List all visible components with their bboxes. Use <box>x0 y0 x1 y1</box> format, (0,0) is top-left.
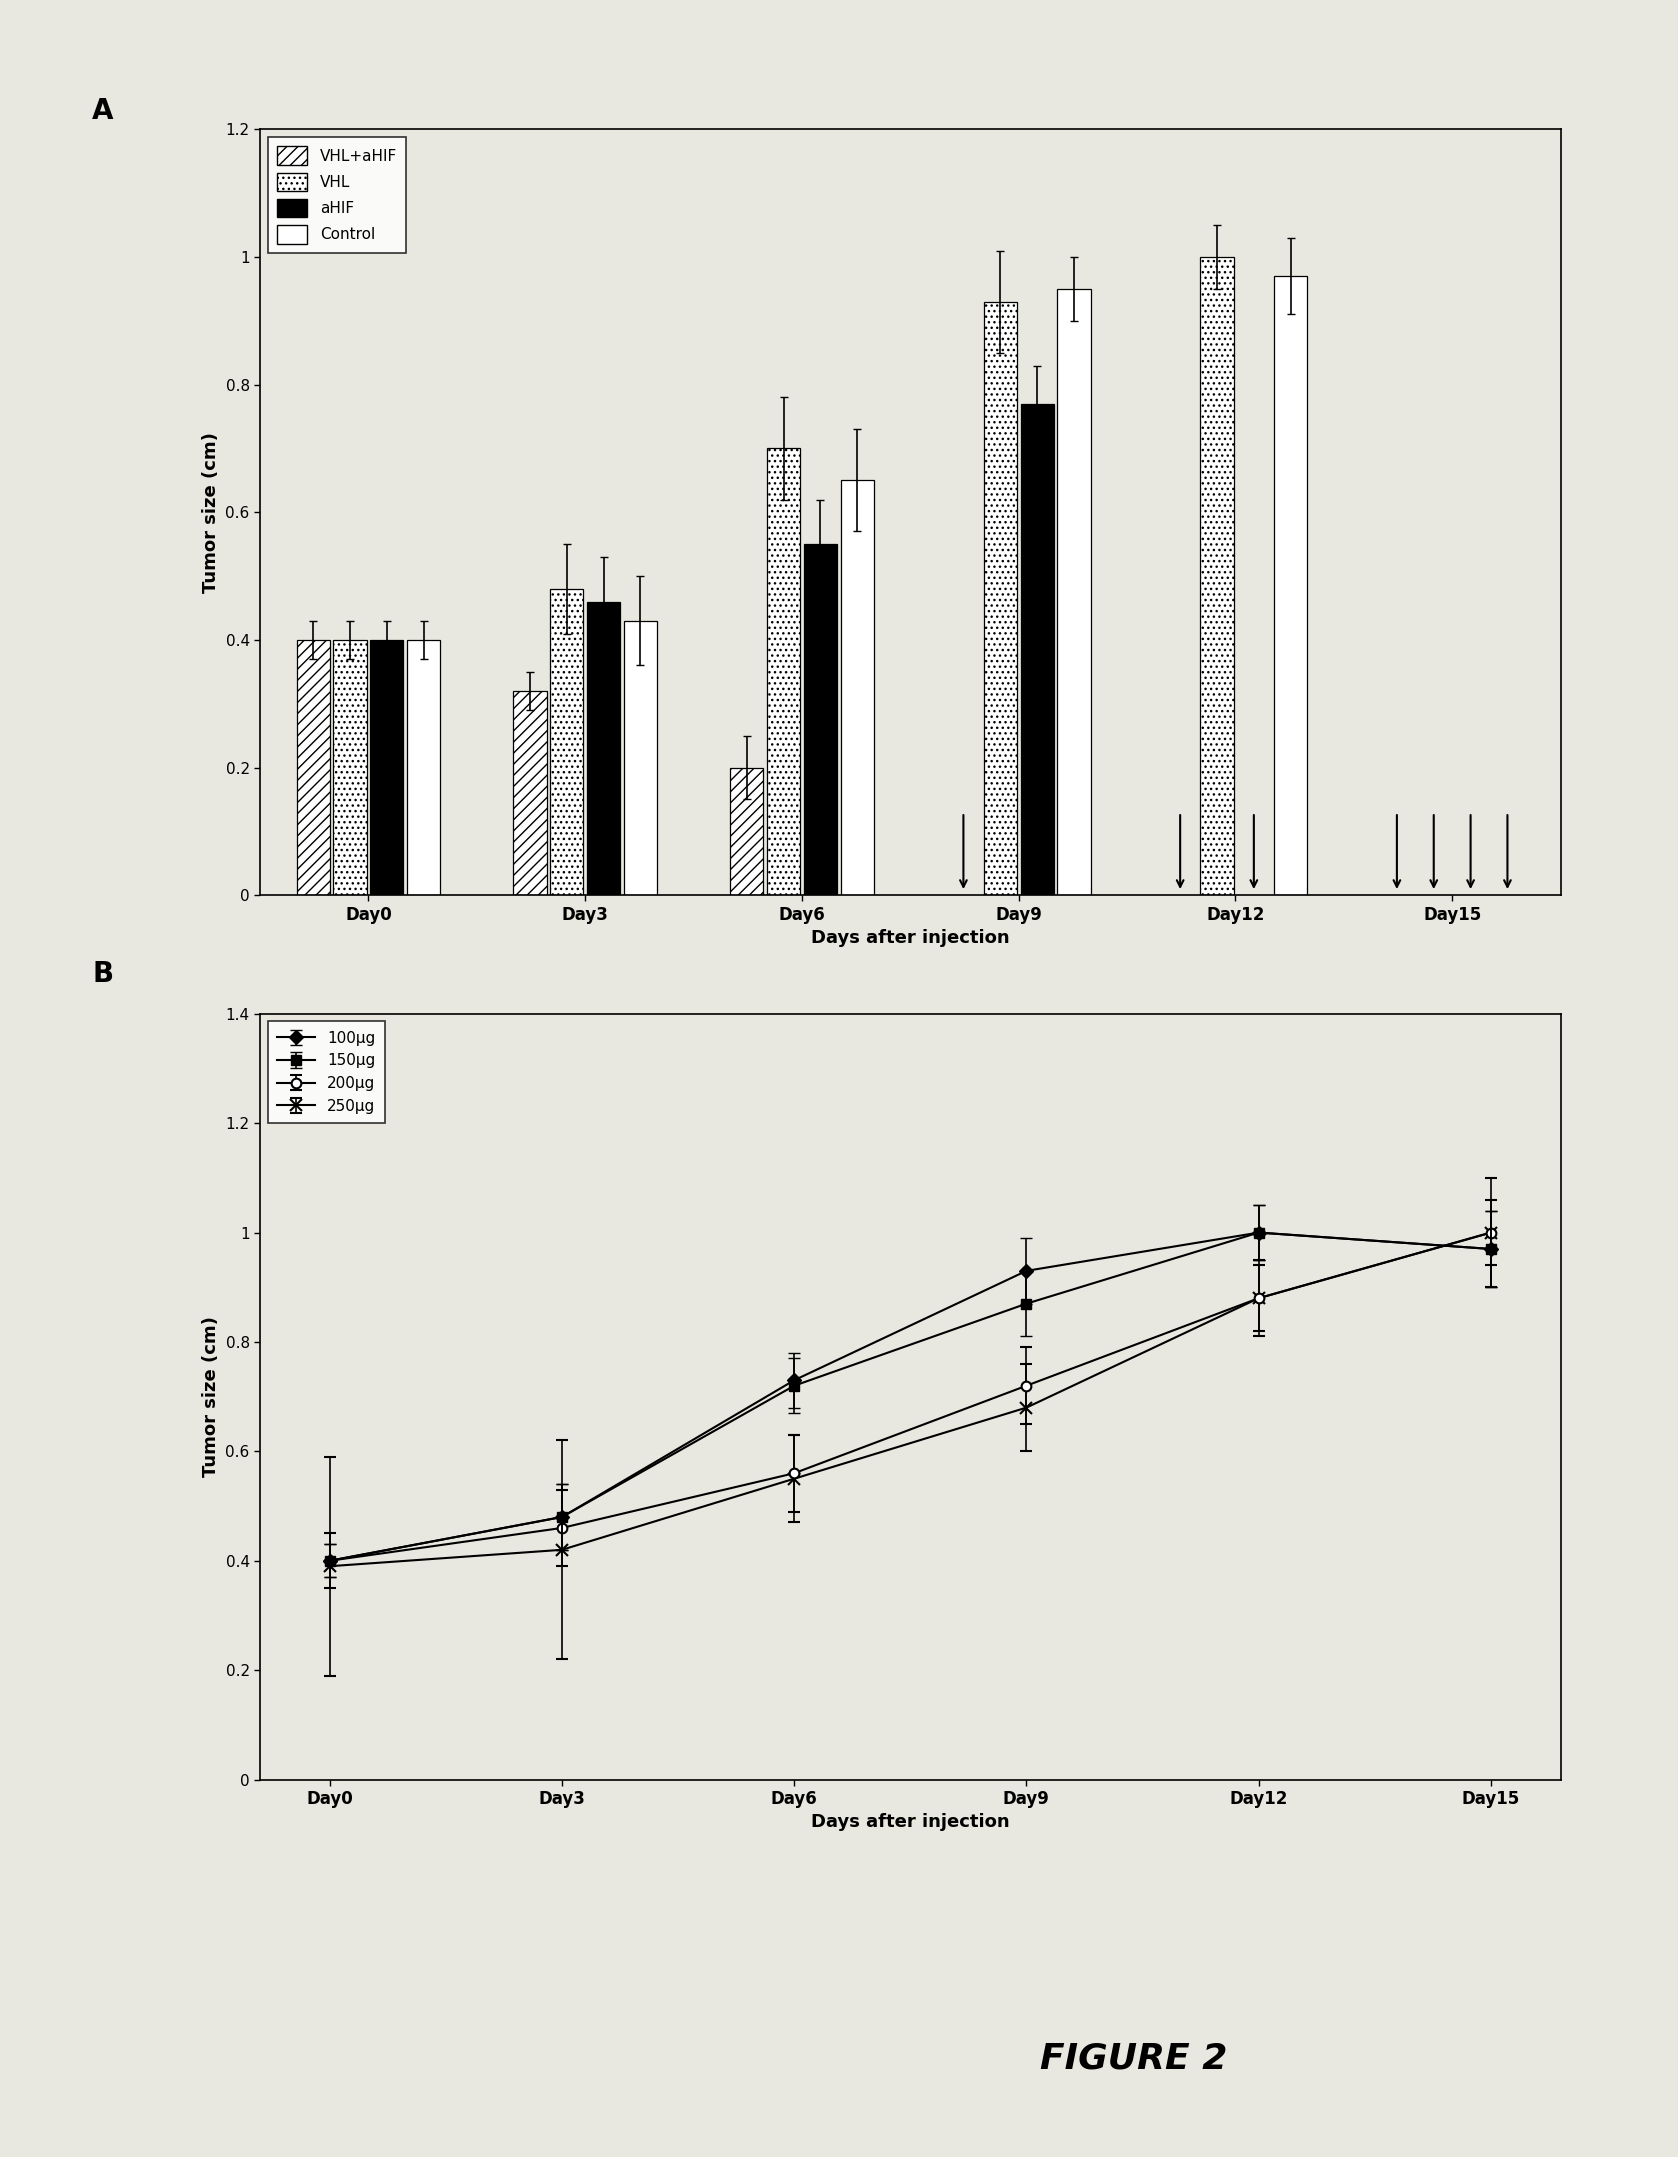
Bar <box>587 602 621 895</box>
Bar <box>297 641 331 895</box>
Bar <box>1274 276 1307 895</box>
Y-axis label: Tumor size (cm): Tumor size (cm) <box>201 431 220 593</box>
Bar <box>550 589 584 895</box>
Bar <box>1200 257 1233 895</box>
Bar <box>624 621 658 895</box>
Text: FIGURE 2: FIGURE 2 <box>1040 2041 1228 2075</box>
Bar <box>730 768 763 895</box>
Legend: VHL+aHIF, VHL, aHIF, Control: VHL+aHIF, VHL, aHIF, Control <box>268 138 406 252</box>
Bar <box>513 690 547 895</box>
Legend: 100μg, 150μg, 200μg, 250μg: 100μg, 150μg, 200μg, 250μg <box>268 1022 384 1122</box>
X-axis label: Days after injection: Days after injection <box>810 930 1010 947</box>
Bar <box>334 641 366 895</box>
Bar <box>1057 289 1091 895</box>
Text: A: A <box>92 97 114 125</box>
Bar <box>841 481 874 895</box>
Y-axis label: Tumor size (cm): Tumor size (cm) <box>201 1316 220 1478</box>
Bar <box>371 641 403 895</box>
Bar <box>983 302 1017 895</box>
Text: B: B <box>92 960 114 988</box>
Bar <box>408 641 440 895</box>
X-axis label: Days after injection: Days after injection <box>810 1814 1010 1831</box>
Bar <box>804 544 837 895</box>
Bar <box>1020 403 1054 895</box>
Bar <box>767 449 800 895</box>
